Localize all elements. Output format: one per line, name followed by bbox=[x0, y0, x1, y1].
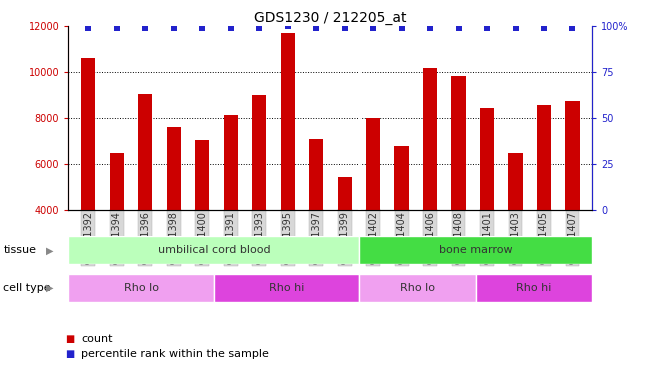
Text: Rho hi: Rho hi bbox=[516, 283, 552, 293]
Point bbox=[339, 25, 350, 31]
Bar bbox=[309, 139, 324, 210]
Point bbox=[539, 25, 549, 31]
Text: count: count bbox=[81, 334, 113, 344]
Point bbox=[83, 25, 94, 31]
Bar bbox=[223, 115, 238, 210]
Text: Rho lo: Rho lo bbox=[124, 283, 159, 293]
Bar bbox=[252, 95, 266, 210]
Bar bbox=[195, 140, 210, 210]
Point bbox=[482, 25, 492, 31]
Bar bbox=[138, 94, 152, 210]
Bar bbox=[480, 108, 494, 210]
Bar bbox=[214, 274, 359, 302]
Point bbox=[140, 25, 150, 31]
Point bbox=[311, 25, 322, 31]
Point bbox=[197, 25, 208, 31]
Point bbox=[425, 25, 436, 31]
Bar bbox=[366, 118, 380, 210]
Bar bbox=[423, 68, 437, 210]
Bar bbox=[68, 274, 214, 302]
Bar bbox=[537, 105, 551, 210]
Text: umbilical cord blood: umbilical cord blood bbox=[158, 245, 270, 255]
Bar bbox=[508, 153, 523, 210]
Bar bbox=[395, 146, 409, 210]
Text: tissue: tissue bbox=[3, 245, 36, 255]
Bar bbox=[476, 274, 592, 302]
Bar bbox=[68, 236, 359, 264]
Point bbox=[396, 25, 407, 31]
Point bbox=[169, 25, 179, 31]
Text: cell type: cell type bbox=[3, 283, 51, 293]
Text: ▶: ▶ bbox=[46, 245, 53, 255]
Point bbox=[111, 25, 122, 31]
Bar bbox=[337, 177, 352, 210]
Text: Rho hi: Rho hi bbox=[269, 283, 305, 293]
Bar bbox=[281, 33, 295, 210]
Text: ▶: ▶ bbox=[46, 283, 53, 293]
Text: Rho lo: Rho lo bbox=[400, 283, 436, 293]
Point bbox=[453, 25, 464, 31]
Point bbox=[225, 25, 236, 31]
Title: GDS1230 / 212205_at: GDS1230 / 212205_at bbox=[254, 11, 407, 25]
Text: percentile rank within the sample: percentile rank within the sample bbox=[81, 350, 270, 359]
Bar bbox=[109, 153, 124, 210]
Bar bbox=[451, 76, 465, 210]
Bar bbox=[81, 58, 96, 210]
Point bbox=[254, 25, 264, 31]
Text: ■: ■ bbox=[65, 350, 74, 359]
Bar bbox=[167, 128, 181, 210]
Point bbox=[567, 25, 577, 31]
Bar bbox=[359, 274, 476, 302]
Text: ■: ■ bbox=[65, 334, 74, 344]
Bar bbox=[359, 236, 592, 264]
Point bbox=[283, 23, 293, 29]
Bar bbox=[565, 101, 579, 210]
Point bbox=[368, 25, 378, 31]
Point bbox=[510, 25, 521, 31]
Text: bone marrow: bone marrow bbox=[439, 245, 513, 255]
